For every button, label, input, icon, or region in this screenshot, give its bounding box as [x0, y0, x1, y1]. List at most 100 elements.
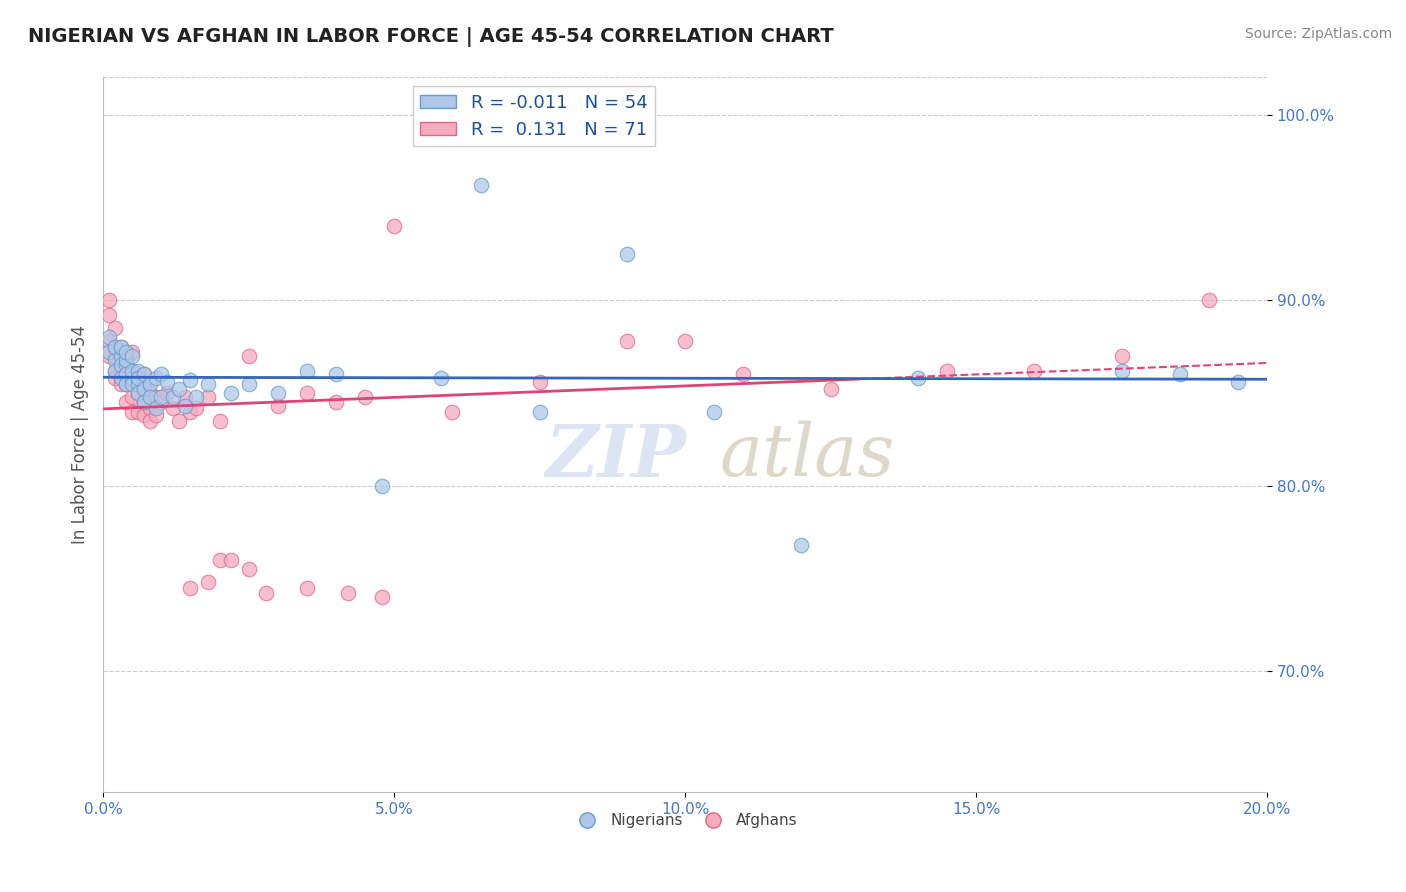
Point	[197, 376, 219, 391]
Point	[145, 390, 167, 404]
Text: NIGERIAN VS AFGHAN IN LABOR FORCE | AGE 45-54 CORRELATION CHART: NIGERIAN VS AFGHAN IN LABOR FORCE | AGE …	[28, 27, 834, 46]
Point	[97, 334, 120, 348]
Point	[104, 371, 127, 385]
Point	[295, 386, 318, 401]
Point	[238, 562, 260, 576]
Point	[336, 586, 359, 600]
Point	[441, 404, 464, 418]
Point	[173, 399, 195, 413]
Point	[127, 386, 149, 401]
Point	[110, 349, 132, 363]
Point	[132, 382, 155, 396]
Point	[1168, 368, 1191, 382]
Point	[145, 371, 167, 385]
Text: atlas: atlas	[720, 421, 896, 491]
Point	[673, 334, 696, 348]
Point	[115, 395, 138, 409]
Text: Source: ZipAtlas.com: Source: ZipAtlas.com	[1244, 27, 1392, 41]
Point	[127, 371, 149, 385]
Point	[325, 368, 347, 382]
Point	[104, 340, 127, 354]
Point	[1024, 364, 1046, 378]
Point	[907, 371, 929, 385]
Point	[127, 404, 149, 418]
Point	[115, 349, 138, 363]
Point	[179, 373, 201, 387]
Point	[121, 404, 143, 418]
Point	[110, 349, 132, 363]
Point	[295, 581, 318, 595]
Point	[1111, 364, 1133, 378]
Point	[167, 414, 190, 428]
Point	[138, 386, 160, 401]
Point	[219, 386, 242, 401]
Point	[238, 376, 260, 391]
Point	[121, 376, 143, 391]
Point	[219, 553, 242, 567]
Point	[115, 358, 138, 372]
Point	[470, 178, 492, 192]
Point	[115, 352, 138, 367]
Point	[703, 404, 725, 418]
Point	[429, 371, 451, 385]
Legend: Nigerians, Afghans: Nigerians, Afghans	[567, 807, 804, 834]
Point	[110, 371, 132, 385]
Point	[150, 395, 173, 409]
Point	[97, 349, 120, 363]
Point	[138, 376, 160, 391]
Point	[121, 371, 143, 385]
Point	[616, 246, 638, 260]
Point	[127, 386, 149, 401]
Point	[132, 395, 155, 409]
Point	[97, 345, 120, 359]
Point	[121, 364, 143, 378]
Point	[104, 352, 127, 367]
Point	[115, 345, 138, 359]
Point	[145, 401, 167, 415]
Point	[208, 553, 231, 567]
Point	[167, 382, 190, 396]
Y-axis label: In Labor Force | Age 45-54: In Labor Force | Age 45-54	[72, 326, 89, 544]
Point	[115, 368, 138, 382]
Point	[197, 575, 219, 590]
Point	[132, 368, 155, 382]
Point	[110, 349, 132, 363]
Point	[127, 376, 149, 391]
Point	[132, 382, 155, 396]
Point	[371, 479, 394, 493]
Point	[150, 390, 173, 404]
Point	[145, 408, 167, 422]
Point	[1111, 349, 1133, 363]
Point	[138, 390, 160, 404]
Point	[127, 364, 149, 378]
Text: ZIP: ZIP	[546, 421, 686, 491]
Point	[132, 408, 155, 422]
Point	[110, 358, 132, 372]
Point	[115, 368, 138, 382]
Point	[162, 401, 184, 415]
Point	[104, 364, 127, 378]
Point	[820, 382, 842, 396]
Point	[110, 340, 132, 354]
Point	[186, 401, 208, 415]
Point	[156, 375, 179, 389]
Point	[936, 364, 959, 378]
Point	[115, 358, 138, 372]
Point	[267, 399, 290, 413]
Point	[254, 586, 277, 600]
Point	[156, 386, 179, 401]
Point	[208, 414, 231, 428]
Point	[127, 368, 149, 382]
Point	[197, 390, 219, 404]
Point	[132, 368, 155, 382]
Point	[529, 404, 551, 418]
Point	[110, 340, 132, 354]
Point	[97, 293, 120, 307]
Point	[97, 308, 120, 322]
Point	[616, 334, 638, 348]
Point	[138, 401, 160, 415]
Point	[529, 375, 551, 389]
Point	[295, 364, 318, 378]
Point	[121, 364, 143, 378]
Point	[121, 368, 143, 382]
